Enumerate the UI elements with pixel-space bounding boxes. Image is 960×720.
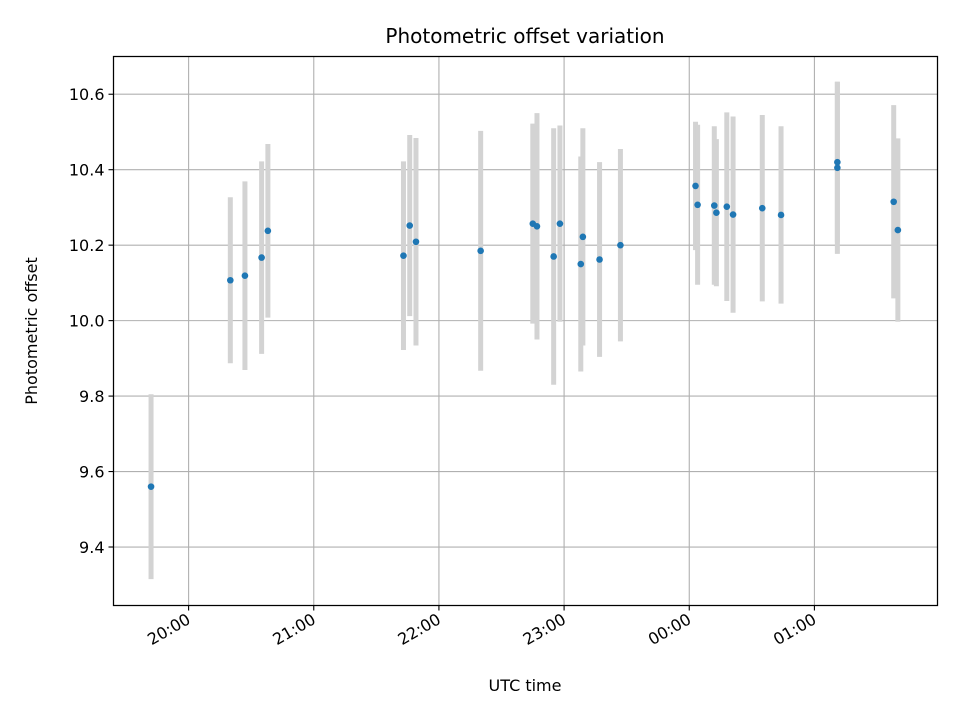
x-tick-label: 20:00 [144, 610, 193, 650]
plot-frame [112, 55, 939, 607]
y-tick-label: 9.8 [79, 387, 104, 406]
data-point [579, 233, 587, 241]
y-axis-label: Photometric offset [22, 257, 41, 405]
y-tick-label: 10.4 [69, 161, 105, 180]
data-point [713, 209, 720, 217]
x-tick-label: 01:00 [770, 610, 819, 650]
data-point [617, 241, 624, 249]
errorbars [148, 81, 901, 580]
data-point [692, 182, 699, 190]
data-point [258, 254, 265, 261]
x-axis-label: UTC time [489, 676, 562, 695]
data-point [834, 164, 841, 172]
y-tick-label: 10.2 [69, 236, 105, 255]
data-point [834, 158, 841, 166]
data-point [777, 211, 785, 219]
data-point [264, 227, 272, 235]
y-tick-label: 10.6 [69, 85, 105, 104]
data-points [147, 158, 902, 490]
data-point [412, 238, 420, 246]
x-tick-label: 23:00 [520, 610, 569, 650]
data-point [710, 202, 718, 209]
x-tick-label: 21:00 [269, 610, 318, 650]
chart-title: Photometric offset variation [385, 24, 664, 48]
data-point [477, 247, 484, 255]
data-point [400, 252, 407, 260]
data-point [577, 260, 585, 268]
data-point [550, 253, 557, 260]
data-point [406, 222, 414, 229]
y-tick-label: 9.6 [79, 463, 104, 482]
data-point [556, 220, 564, 227]
y-tick-label: 9.4 [79, 538, 104, 557]
data-point [596, 256, 603, 263]
y-tick-label: 10.0 [69, 312, 105, 331]
data-point [694, 201, 701, 209]
ticks: 20:00 21:00 22:00 23:00 00:00 01:00 9.4 9.6 9.8 1… [69, 85, 820, 649]
x-tick-label: 00:00 [645, 610, 694, 650]
grid [113, 56, 938, 606]
data-point [533, 222, 541, 230]
data-point [147, 483, 155, 490]
data-point [890, 198, 897, 206]
x-tick-label: 22:00 [394, 610, 443, 650]
data-point [729, 211, 737, 218]
data-point [241, 272, 249, 280]
data-point [894, 226, 902, 234]
data-point [227, 276, 234, 284]
data-point [723, 203, 731, 210]
data-point [758, 204, 766, 212]
